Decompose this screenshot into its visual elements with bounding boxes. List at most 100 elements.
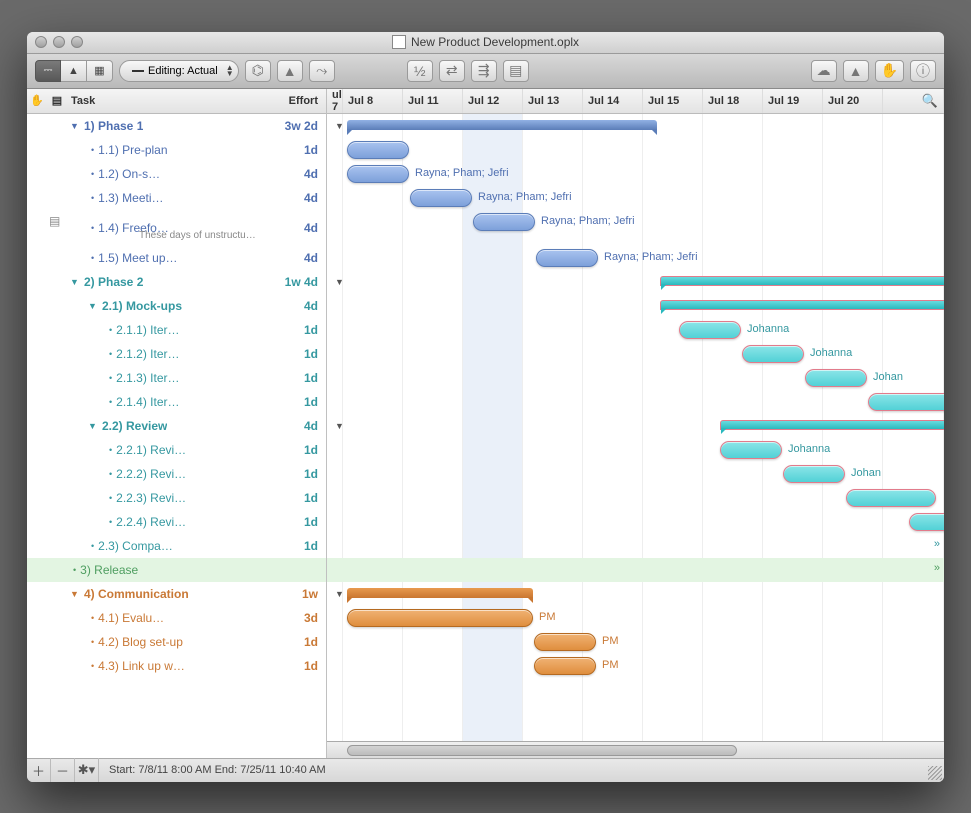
connect-button[interactable]: ⤳ bbox=[309, 60, 335, 82]
gantt-row[interactable]: PM bbox=[327, 606, 944, 630]
task-row[interactable]: •1.4) Freefo…▤These days of unstructu…4d bbox=[27, 210, 326, 246]
gantt-task-bar[interactable] bbox=[536, 249, 598, 267]
assign-button[interactable]: ▲ bbox=[277, 60, 303, 82]
task-row[interactable]: ▼2.2) Review4d bbox=[27, 414, 326, 438]
gantt-row[interactable]: Johanna bbox=[327, 342, 944, 366]
gantt-row[interactable]: Johan bbox=[327, 462, 944, 486]
date-header-cell[interactable]: Jul 8 bbox=[343, 89, 403, 113]
gantt-task-bar[interactable] bbox=[783, 465, 845, 483]
gantt-task-bar[interactable] bbox=[347, 609, 533, 627]
task-row[interactable]: •2.2.3) Revi…1d bbox=[27, 486, 326, 510]
task-row[interactable]: •2.3) Compa…1d bbox=[27, 534, 326, 558]
remove-button[interactable]: － bbox=[51, 758, 75, 782]
task-row[interactable]: •3) Release bbox=[27, 558, 326, 582]
disclosure-triangle-icon[interactable]: ▼ bbox=[70, 121, 80, 131]
gantt-task-bar[interactable] bbox=[742, 345, 804, 363]
task-row[interactable]: •4.1) Evalu…3d bbox=[27, 606, 326, 630]
task-row[interactable]: ▼4) Communication1w bbox=[27, 582, 326, 606]
chain-button[interactable]: ⇄ bbox=[439, 60, 465, 82]
gantt-row[interactable]: Rayna; Pham; Jefri bbox=[327, 246, 944, 270]
gantt-summary-bar[interactable] bbox=[347, 120, 657, 130]
date-header-cell[interactable]: Jul 14 bbox=[583, 89, 643, 113]
gantt-row[interactable] bbox=[327, 138, 944, 162]
gantt-task-bar[interactable] bbox=[473, 213, 535, 231]
close-icon[interactable] bbox=[35, 36, 47, 48]
titlebar[interactable]: New Product Development.oplx bbox=[27, 32, 944, 54]
task-row[interactable]: •1.3) Meeti…4d bbox=[27, 186, 326, 210]
gantt-disclosure-icon[interactable]: ▼ bbox=[335, 277, 344, 287]
gantt-row[interactable]: Johan bbox=[327, 366, 944, 390]
disclosure-triangle-icon[interactable]: ▼ bbox=[88, 421, 98, 431]
task-row[interactable]: ▼2) Phase 21w 4d bbox=[27, 270, 326, 294]
date-header-cell[interactable]: Jul 11 bbox=[403, 89, 463, 113]
search-icon[interactable]: 🔍 bbox=[922, 93, 938, 109]
task-row[interactable]: •2.2.2) Revi…1d bbox=[27, 462, 326, 486]
inspector-button[interactable]: ⓘ bbox=[910, 60, 936, 82]
task-row[interactable]: •1.2) On-s…4d bbox=[27, 162, 326, 186]
disclosure-triangle-icon[interactable]: ▼ bbox=[70, 589, 80, 599]
task-row[interactable]: •2.2.1) Revi…1d bbox=[27, 438, 326, 462]
gantt-row[interactable]: ▼ bbox=[327, 114, 944, 138]
date-header-cell[interactable]: Jul 15 bbox=[643, 89, 703, 113]
view-resource-button[interactable]: ▲ bbox=[61, 60, 87, 82]
date-header-cell[interactable]: Jul 12 bbox=[463, 89, 523, 113]
gantt-task-bar[interactable] bbox=[534, 657, 596, 675]
note-column-icon[interactable]: ▤ bbox=[47, 94, 67, 107]
gantt-row[interactable]: Rayna; Pham; Jefri bbox=[327, 210, 944, 234]
view-calendar-button[interactable]: ▦ bbox=[87, 60, 113, 82]
gantt-task-bar[interactable] bbox=[679, 321, 741, 339]
gantt-task-bar[interactable] bbox=[909, 513, 944, 531]
scrollbar-thumb[interactable] bbox=[347, 745, 737, 756]
grab-column-icon[interactable]: ✋ bbox=[27, 94, 47, 107]
gantt-row[interactable]: ▼ bbox=[327, 582, 944, 606]
hold-button[interactable]: ✋ bbox=[875, 60, 904, 82]
gantt-row[interactable] bbox=[327, 294, 944, 318]
gantt-horizontal-scrollbar[interactable] bbox=[327, 741, 944, 758]
gantt-row[interactable]: » bbox=[327, 558, 944, 582]
gantt-task-bar[interactable] bbox=[347, 141, 409, 159]
task-row[interactable]: •4.2) Blog set-up1d bbox=[27, 630, 326, 654]
date-header-cell[interactable]: Jul 20 bbox=[823, 89, 883, 113]
gantt-task-bar[interactable] bbox=[534, 633, 596, 651]
gantt-task-bar[interactable] bbox=[868, 393, 944, 411]
gantt-task-bar[interactable] bbox=[846, 489, 936, 507]
gantt-task-bar[interactable] bbox=[347, 165, 409, 183]
gantt-row[interactable]: Johanna bbox=[327, 438, 944, 462]
task-row[interactable]: •2.1.1) Iter…1d bbox=[27, 318, 326, 342]
task-row[interactable]: ▼2.1) Mock-ups4d bbox=[27, 294, 326, 318]
note-indicator-icon[interactable]: ▤ bbox=[49, 214, 60, 228]
gantt-row[interactable]: PM bbox=[327, 630, 944, 654]
task-row[interactable]: •2.1.4) Iter…1d bbox=[27, 390, 326, 414]
gantt-disclosure-icon[interactable]: ▼ bbox=[335, 121, 344, 131]
gantt-summary-bar[interactable] bbox=[660, 300, 944, 310]
gantt-row[interactable]: PM bbox=[327, 654, 944, 678]
gantt-row[interactable] bbox=[327, 486, 944, 510]
gantt-task-bar[interactable] bbox=[410, 189, 472, 207]
level-button[interactable]: ½ bbox=[407, 60, 433, 82]
task-row[interactable]: •4.3) Link up w…1d bbox=[27, 654, 326, 678]
effort-column-header[interactable]: Effort bbox=[274, 95, 326, 107]
violations-button[interactable]: ▲ bbox=[843, 60, 869, 82]
task-row[interactable]: •2.1.3) Iter…1d bbox=[27, 366, 326, 390]
gantt-row[interactable]: Rayna; Pham; Jefri bbox=[327, 186, 944, 210]
publish-button[interactable]: ☁ bbox=[811, 60, 837, 82]
editing-dropdown[interactable]: Editing: Actual ▲▼ bbox=[119, 60, 239, 82]
minimize-icon[interactable] bbox=[53, 36, 65, 48]
date-header-cell[interactable]: Jul 13 bbox=[523, 89, 583, 113]
task-row[interactable]: •2.1.2) Iter…1d bbox=[27, 342, 326, 366]
action-button[interactable]: ✱▾ bbox=[75, 758, 99, 782]
gantt-row[interactable] bbox=[327, 510, 944, 534]
gantt-summary-bar[interactable] bbox=[660, 276, 944, 286]
gantt-row[interactable]: Johanna bbox=[327, 318, 944, 342]
date-header-cell[interactable]: Jul 19 bbox=[763, 89, 823, 113]
reschedule-button[interactable]: ⇶ bbox=[471, 60, 497, 82]
gantt-row[interactable] bbox=[327, 390, 944, 414]
gantt-task-bar[interactable] bbox=[720, 441, 782, 459]
gantt-row[interactable]: ▼ bbox=[327, 270, 944, 294]
gantt-task-bar[interactable] bbox=[805, 369, 867, 387]
task-row[interactable]: •2.2.4) Revi…1d bbox=[27, 510, 326, 534]
date-header-cell[interactable]: ul 7 bbox=[327, 89, 343, 113]
catchup-button[interactable]: ▤ bbox=[503, 60, 529, 82]
task-row[interactable]: •1.5) Meet up…4d bbox=[27, 246, 326, 270]
gantt-row[interactable]: » bbox=[327, 534, 944, 558]
